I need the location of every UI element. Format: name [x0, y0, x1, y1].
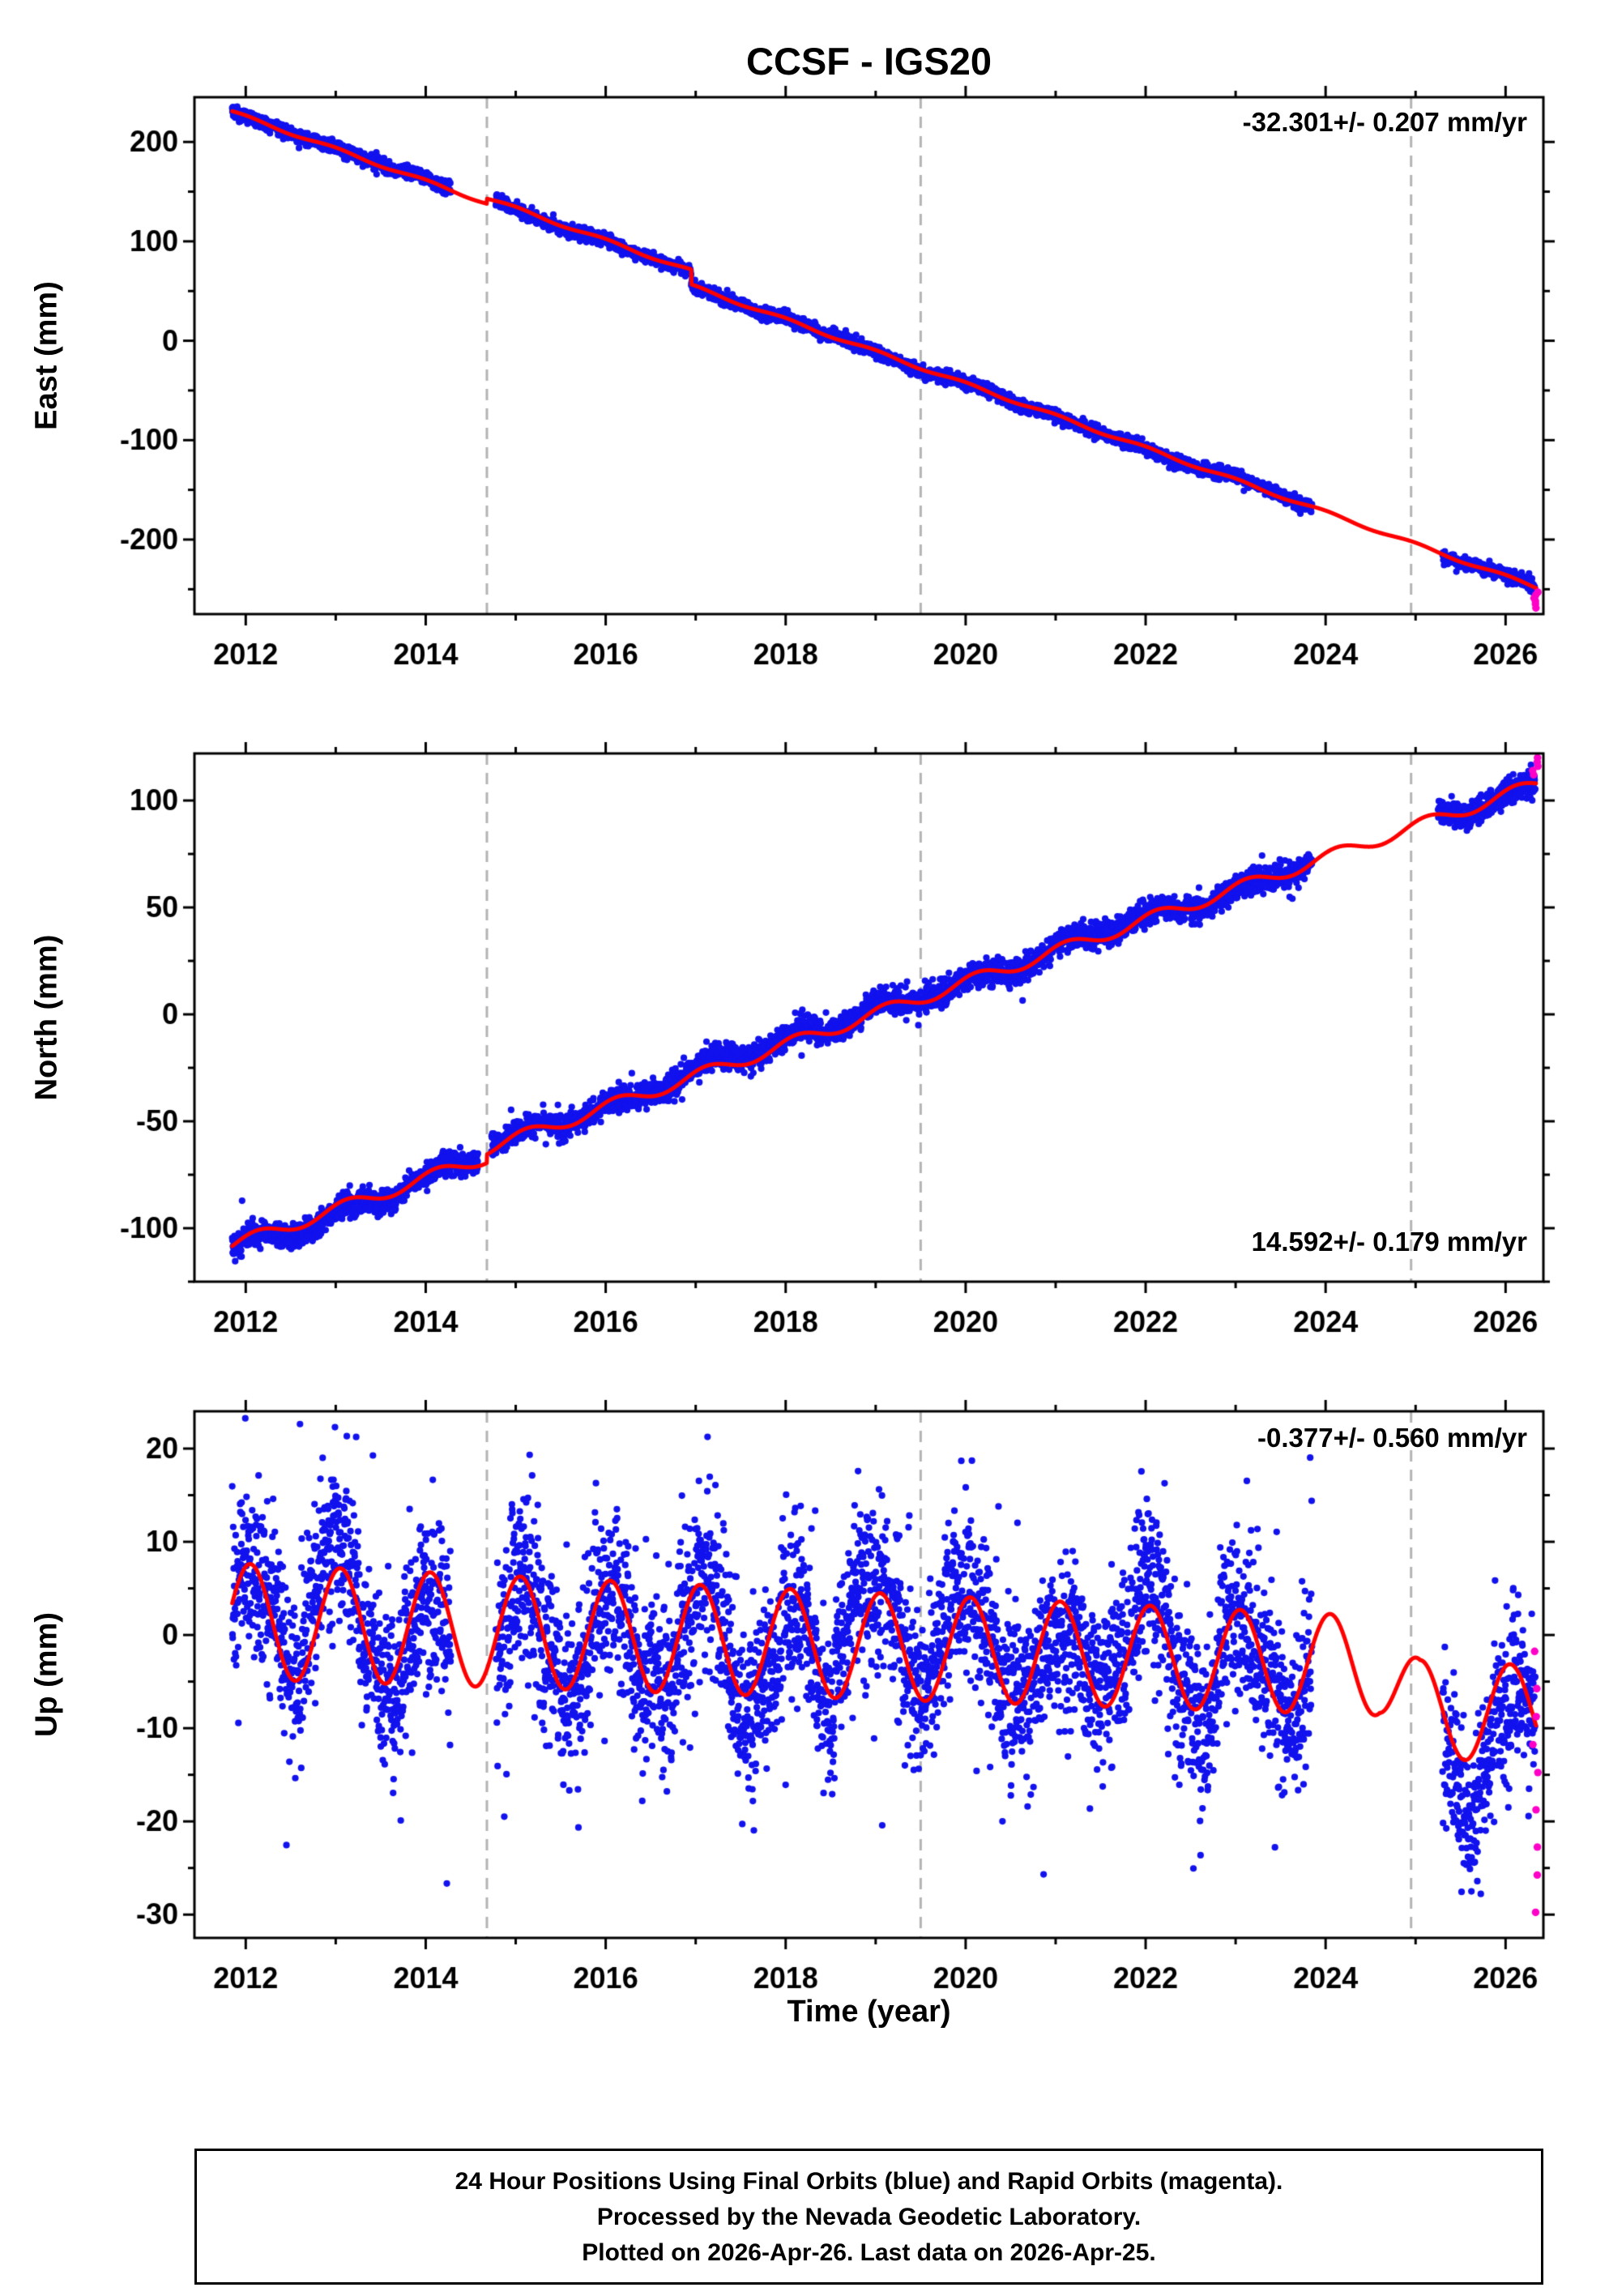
footer-line-orbits: 24 Hour Positions Using Final Orbits (bl… [455, 2168, 1283, 2195]
footer-line-processed: Processed by the Nevada Geodetic Laborat… [596, 2204, 1142, 2230]
north-axis-label: North (mm) [29, 934, 64, 1101]
east-axis-label: East (mm) [29, 281, 64, 430]
up-trend-annotation: -0.377+/- 0.560 mm/yr [1257, 1423, 1527, 1453]
x-axis-label: Time (year) [787, 1995, 951, 2029]
north-trend-annotation: 14.592+/- 0.179 mm/yr [1251, 1227, 1527, 1257]
footer-line-plotted: Plotted on 2026-Apr-26. Last data on 202… [582, 2239, 1156, 2266]
page-title: CCSF - IGS20 [746, 40, 992, 83]
east-trend-annotation: -32.301+/- 0.207 mm/yr [1242, 107, 1527, 137]
footer-box: 24 Hour Positions Using Final Orbits (bl… [194, 2149, 1543, 2285]
up-axis-label: Up (mm) [29, 1611, 64, 1738]
